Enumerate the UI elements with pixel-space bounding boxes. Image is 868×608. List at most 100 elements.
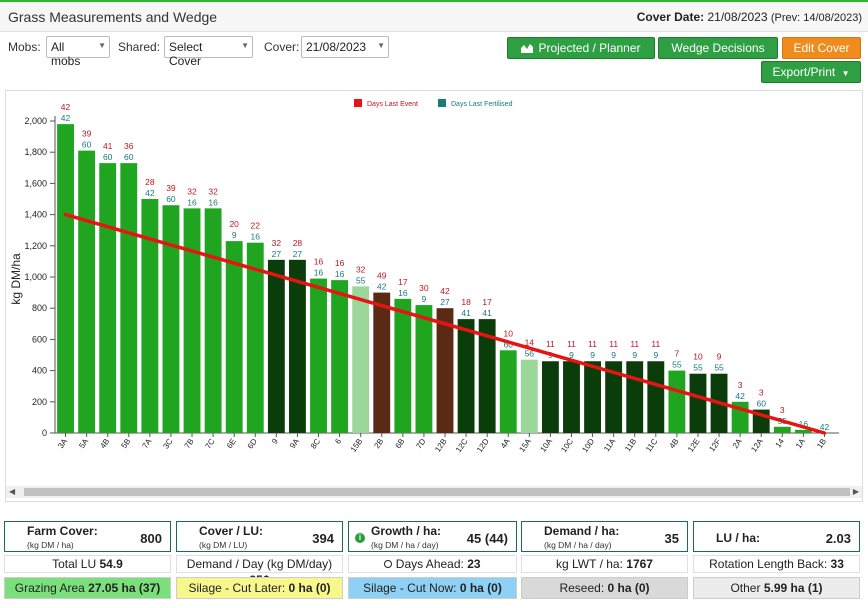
label-days-last-event: 11 <box>651 339 660 349</box>
bar-4a <box>499 350 517 433</box>
x-tick-label: 12F <box>707 437 722 454</box>
label-days-last-event: 11 <box>609 339 618 349</box>
other-cell[interactable]: Other 5.99 ha (1) <box>693 577 860 599</box>
silage-later-label: Silage - Cut Later: <box>188 581 286 595</box>
growth-sub: (kg DM / ha / day) <box>371 540 439 550</box>
label-days-last-event: 32 <box>272 238 282 248</box>
scroll-left-icon[interactable]: ◀ <box>9 487 16 496</box>
days-ahead-cell: Days Ahead: 23 <box>348 555 517 573</box>
mobs-label: Mobs: <box>8 40 41 54</box>
lu-ha-value: 2.03 <box>825 531 851 546</box>
area-chart-icon <box>521 44 534 53</box>
reseed-cell[interactable]: Reseed: 0 ha (0) <box>521 577 688 599</box>
chevron-down-icon: ▼ <box>98 41 106 50</box>
x-tick-label: 7A <box>141 436 154 450</box>
label-days-last-fertilised: 60 <box>82 140 92 150</box>
x-tick-label: 15A <box>517 436 533 453</box>
projected-planner-button[interactable]: Projected / Planner <box>507 37 655 59</box>
bar-8c <box>310 278 327 433</box>
reseed-label: Reseed: <box>559 581 605 595</box>
chevron-down-icon: ▼ <box>377 41 385 50</box>
days-ahead-label: Days Ahead: <box>395 557 464 571</box>
mobs-select[interactable]: All mobs ▼ <box>46 36 110 68</box>
bar-6b <box>394 298 412 433</box>
x-tick-label: 4B <box>668 437 681 450</box>
bar-15b <box>352 286 370 433</box>
label-days-last-fertilised: 41 <box>482 308 492 318</box>
bar-11b <box>626 361 644 433</box>
bar-7a <box>141 199 159 433</box>
label-days-last-fertilised: 16 <box>187 197 197 207</box>
bar-10a <box>541 361 559 433</box>
y-tick-label: 1,800 <box>24 147 47 157</box>
label-days-last-event: 16 <box>314 257 324 267</box>
label-days-last-fertilised: 16 <box>335 269 345 279</box>
export-print-button[interactable]: Export/Print ▼ <box>761 61 861 83</box>
cover-date-prev: (Prev: 14/08/2023) <box>770 12 862 24</box>
kg-lwt-cell: kg LWT / ha: 1767 <box>521 555 688 573</box>
x-tick-label: 12C <box>454 437 470 454</box>
label-days-last-fertilised: 42 <box>145 188 155 198</box>
stats-panel: Farm Cover: (kg DM / ha) 800 Cover / LU:… <box>0 518 868 608</box>
label-days-last-fertilised: 9 <box>611 350 616 360</box>
label-days-last-fertilised: 42 <box>377 282 387 292</box>
label-days-last-fertilised: 27 <box>440 297 450 307</box>
rotation-length-cell: Rotation Length Back: 33 <box>693 555 860 573</box>
y-tick-label: 1,400 <box>24 210 47 220</box>
bar-15a <box>520 359 538 433</box>
shared-label: Shared: <box>118 40 161 54</box>
grazing-label: Grazing Area <box>14 581 85 595</box>
label-days-last-fertilised: 55 <box>693 363 703 373</box>
x-tick-label: 7D <box>414 437 427 451</box>
shared-select[interactable]: Select Cover ▼ <box>164 36 253 68</box>
cover-select[interactable]: 21/08/2023 ▼ <box>301 36 389 58</box>
x-tick-label: 9 <box>270 437 280 446</box>
label-days-last-event: 22 <box>251 221 261 231</box>
x-tick-label: 6 <box>333 437 343 446</box>
lu-ha-box: LU / ha: 2.03 <box>693 521 860 552</box>
bar-10d <box>584 361 601 433</box>
y-tick-label: 0 <box>42 428 47 438</box>
bar-6d <box>246 242 264 433</box>
label-days-last-event: 32 <box>208 186 218 196</box>
rotation-label: Rotation Length Back: <box>709 557 828 571</box>
label-days-last-event: 42 <box>440 286 450 296</box>
label-days-last-event: 11 <box>588 339 597 349</box>
x-tick-label: 11C <box>644 437 660 454</box>
label-days-last-fertilised: 55 <box>714 363 724 373</box>
x-tick-label: 12D <box>475 437 491 454</box>
label-days-last-fertilised: 60 <box>504 339 514 349</box>
label-days-last-event: 28 <box>293 238 303 248</box>
label-days-last-event: 39 <box>166 183 176 193</box>
bar-2b <box>373 292 391 433</box>
label-days-last-fertilised: 42 <box>735 391 745 401</box>
growth-value: 45 (44) <box>466 531 508 546</box>
label-days-last-event: 3 <box>738 380 743 390</box>
projected-planner-label: Projected / Planner <box>538 41 641 55</box>
silage-cut-later-cell[interactable]: Silage - Cut Later: 0 ha (0) <box>176 577 343 599</box>
label-days-last-fertilised: 16 <box>251 232 261 242</box>
chart-scrollbar[interactable]: ◀ ▶ <box>6 486 862 498</box>
chevron-down-icon: ▼ <box>241 41 249 50</box>
cover-date-display: Cover Date: 21/08/2023 (Prev: 14/08/2023… <box>637 10 862 24</box>
demand-title: Demand / ha: <box>544 524 620 538</box>
label-days-last-fertilised: 16 <box>398 288 408 298</box>
label-days-last-event: 32 <box>356 264 366 274</box>
label-days-last-event: 36 <box>124 141 134 151</box>
grazing-area-cell[interactable]: Grazing Area 27.05 ha (37) <box>4 577 171 599</box>
bar-3c <box>162 205 180 433</box>
x-tick-label: 12B <box>433 437 449 454</box>
x-tick-label: 8C <box>309 437 322 451</box>
y-tick-label: 200 <box>32 397 47 407</box>
edit-cover-button[interactable]: Edit Cover <box>782 37 861 59</box>
x-tick-label: 5A <box>77 436 90 450</box>
export-print-label: Export/Print <box>772 65 836 79</box>
scroll-right-icon[interactable]: ▶ <box>852 487 859 496</box>
info-icon[interactable]: i <box>355 533 365 543</box>
bar-12d <box>478 319 496 433</box>
wedge-decisions-button[interactable]: Wedge Decisions <box>658 37 778 59</box>
silage-cut-now-cell[interactable]: Silage - Cut Now: 0 ha (0) <box>348 577 517 599</box>
scrollbar-thumb[interactable] <box>24 488 850 496</box>
x-tick-label: 12E <box>686 437 702 454</box>
x-tick-label: 3C <box>161 437 174 451</box>
